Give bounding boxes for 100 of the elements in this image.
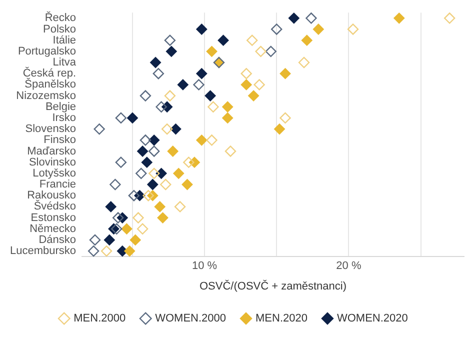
point [196, 68, 208, 80]
point [444, 12, 456, 24]
y-tick-label: Belgie [45, 100, 76, 113]
point [218, 34, 229, 46]
point [204, 90, 216, 102]
point [173, 168, 184, 179]
point [148, 168, 160, 180]
point [240, 79, 252, 90]
point [206, 46, 218, 57]
x-tick-label: 10 % [192, 260, 218, 272]
point [248, 90, 260, 102]
y-tick-label: Španělsko [24, 78, 76, 91]
point [170, 124, 182, 135]
y-tick-label: Itálie [52, 34, 76, 46]
point [130, 234, 141, 246]
point [224, 146, 236, 157]
point [347, 24, 359, 35]
point [254, 79, 265, 90]
y-tick-label: Švédsko [34, 200, 76, 213]
point [164, 90, 176, 102]
point [157, 212, 168, 224]
y-tick-label: Nizozemsko [16, 90, 76, 102]
point [255, 46, 266, 58]
point [196, 24, 208, 35]
point [110, 178, 121, 190]
point [136, 168, 147, 180]
point [124, 246, 136, 257]
point [115, 156, 127, 168]
point [104, 234, 115, 246]
point [126, 112, 138, 124]
point [136, 223, 148, 234]
legend-label: WOMEN.2020 [336, 312, 408, 325]
y-tick-label: Estonsko [30, 212, 76, 224]
point [394, 12, 405, 24]
point [174, 201, 186, 212]
y-tick-label: Dánsko [38, 234, 76, 246]
point [161, 123, 173, 135]
y-tick-label: Slovensko [25, 123, 76, 136]
legend-label: WOMEN.2000 [155, 312, 226, 325]
y-tick-label: Lotyšsko [32, 167, 76, 180]
legend-label: MEN.2000 [74, 312, 126, 325]
point [105, 201, 116, 212]
legend-label: MEN.2020 [256, 312, 308, 325]
y-tick-label: Slovinsko [28, 156, 76, 168]
point [208, 101, 219, 112]
point [280, 68, 291, 80]
point [154, 201, 166, 212]
point [301, 34, 312, 46]
y-tick-label: Lucembursko [10, 245, 76, 258]
point [306, 12, 317, 24]
point [206, 134, 218, 146]
point [147, 179, 158, 190]
point [141, 156, 152, 168]
point [128, 190, 140, 202]
y-tick-label: Portugalsko [18, 45, 76, 58]
point [100, 245, 112, 257]
point [148, 134, 160, 146]
point [177, 79, 188, 90]
point [280, 112, 291, 124]
x-tick-label: 20 % [336, 260, 362, 272]
y-tick-label: Litva [52, 56, 77, 69]
point [196, 134, 208, 146]
point [148, 146, 160, 157]
y-tick-label: Irsko [52, 112, 76, 124]
y-tick-label: Německo [30, 222, 76, 235]
point [274, 124, 286, 135]
point [167, 146, 178, 157]
point [142, 190, 154, 202]
point [246, 34, 258, 46]
point [152, 68, 164, 80]
point [271, 24, 282, 35]
point [312, 24, 324, 35]
point [111, 223, 122, 234]
point [140, 134, 152, 146]
point [193, 79, 204, 90]
point [298, 56, 310, 68]
y-tick-label: Finsko [44, 134, 76, 146]
point [183, 156, 194, 168]
point [222, 101, 234, 112]
point [121, 223, 132, 234]
point [240, 68, 252, 80]
y-tick-label: Maďarsko [27, 145, 76, 158]
point [156, 101, 167, 112]
point [166, 46, 177, 57]
point [88, 245, 100, 257]
point [160, 178, 172, 190]
point [94, 123, 105, 135]
y-tick-label: Polsko [43, 23, 76, 36]
point [89, 234, 101, 246]
point [222, 112, 234, 124]
point [112, 212, 124, 224]
point [140, 90, 152, 102]
point [150, 57, 162, 68]
point [132, 212, 144, 224]
y-tick-label: Francie [39, 178, 76, 191]
point [182, 179, 193, 190]
point [164, 34, 176, 46]
x-axis-title: OSVČ/(OSVČ + zaměstnanci) [200, 279, 347, 292]
point [265, 46, 276, 58]
point [115, 112, 127, 124]
